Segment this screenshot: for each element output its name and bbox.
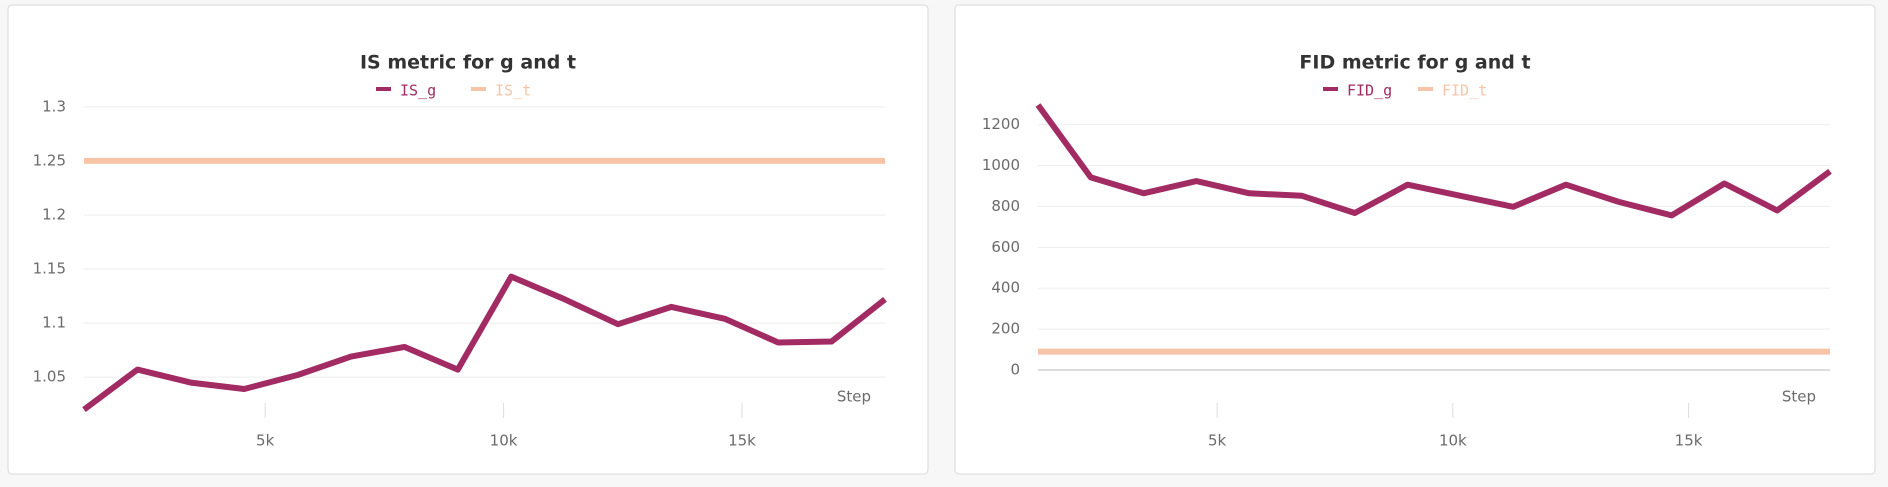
y-tick-label: 0 [1010, 361, 1020, 379]
y-tick-label: 400 [991, 279, 1020, 297]
y-tick-label: 1.1 [42, 314, 66, 332]
x-tick-label: 5k [256, 432, 275, 450]
y-tick-label: 1000 [982, 156, 1020, 174]
x-tick-label: 5k [1208, 432, 1227, 450]
x-tick-label: 10k [1439, 432, 1467, 450]
series-line [1035, 103, 1832, 219]
y-tick-label: 200 [991, 320, 1020, 338]
x-tick-label: 15k [728, 432, 756, 450]
panel [7, 4, 929, 475]
y-tick-label: 1.3 [42, 97, 66, 115]
legend-label: IS_g [400, 82, 436, 100]
y-tick-label: 1200 [982, 115, 1020, 133]
y-tick-label: 1.25 [33, 151, 66, 169]
panel [954, 4, 1876, 475]
y-tick-label: 1.2 [42, 205, 66, 223]
y-tick-label: 600 [991, 238, 1020, 256]
y-tick-label: 1.15 [33, 260, 66, 278]
x-tick-label: 10k [490, 432, 518, 450]
y-tick-label: 1.05 [33, 368, 66, 386]
x-axis-label: Step [1782, 388, 1816, 406]
series-line [82, 273, 887, 413]
legend-label: IS_t [495, 82, 531, 100]
x-axis-label: Step [837, 388, 871, 406]
chart-title: FID metric for g and t [1299, 52, 1530, 74]
legend-label: FID_g [1347, 82, 1392, 100]
x-tick-label: 15k [1675, 432, 1703, 450]
chart-title: IS metric for g and t [360, 52, 576, 74]
legend-label: FID_t [1442, 82, 1487, 100]
y-tick-label: 800 [991, 197, 1020, 215]
